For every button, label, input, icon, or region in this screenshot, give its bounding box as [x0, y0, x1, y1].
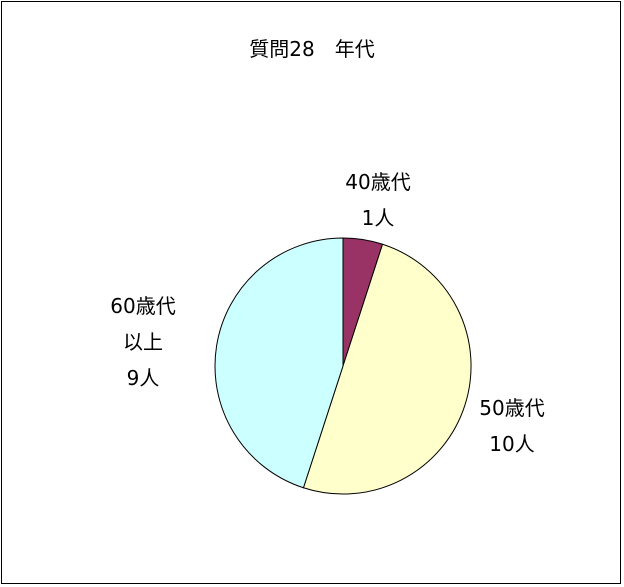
value-label: 9人 — [126, 366, 160, 390]
pie-slice — [302, 243, 472, 495]
value-label: 10人 — [489, 432, 535, 456]
chart-title: 質問28 年代 — [249, 37, 375, 61]
category-label: 50歳代 — [479, 396, 545, 420]
slice-label: 50歳代 10人 — [467, 390, 557, 462]
slice-label: 60歳代以上 9人 — [108, 288, 178, 396]
category-label: 40歳代 — [345, 170, 411, 194]
category-label: 60歳代以上 — [110, 294, 176, 354]
value-label: 1人 — [361, 206, 395, 230]
pie-slice — [214, 237, 344, 489]
slice-label: 40歳代 1人 — [333, 164, 423, 236]
